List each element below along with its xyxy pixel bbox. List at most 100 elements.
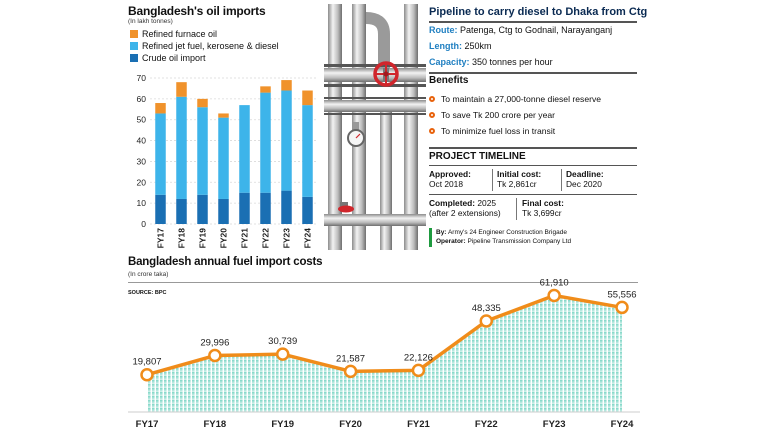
bar-segment: [155, 113, 166, 195]
completed-note: (after 2 extensions): [429, 208, 501, 218]
bar-segment: [218, 117, 229, 199]
bar-segment: [218, 198, 229, 224]
oil-chart-legend: Refined furnace oil Refined jet fuel, ke…: [130, 28, 279, 64]
legend-swatch: [130, 30, 138, 38]
y-tick-label: 20: [137, 177, 147, 187]
bar-segment: [281, 80, 292, 91]
fuel-chart-source: SOURCE: BPC: [128, 290, 167, 296]
separator: [561, 169, 562, 191]
y-tick-label: 30: [137, 156, 147, 166]
approved-cell: Approved: Oct 2018: [429, 169, 489, 189]
oil-chart-title: Bangladesh's oil imports: [128, 4, 266, 18]
completed-cell: Completed: 2025 (after 2 extensions): [429, 198, 517, 218]
benefit-item: To minimize fuel loss in transit: [429, 124, 601, 137]
y-tick-label: 50: [137, 115, 147, 125]
fuel-chart-title: Bangladesh annual fuel import costs: [128, 256, 323, 268]
bar-segment: [260, 192, 271, 224]
bullet-icon: [429, 95, 435, 102]
data-point: [615, 300, 629, 315]
timeline-title: PROJECT TIMELINE: [429, 151, 526, 162]
y-tick-label: 60: [137, 94, 147, 104]
divider: [429, 147, 637, 149]
legend-item-refined-jet: Refined jet fuel, kerosene & diesel: [130, 40, 279, 52]
data-point: [208, 348, 222, 363]
separator: [492, 169, 493, 191]
benefit-text: To maintain a 27,000-tonne diesel reserv…: [441, 93, 602, 104]
data-label: 48,335: [472, 303, 501, 314]
final-cost-label: Final cost:: [522, 198, 564, 208]
credits: By: Army's 24 Engineer Construction Brig…: [436, 228, 571, 246]
benefit-text: To minimize fuel loss in transit: [441, 125, 556, 136]
data-point: [275, 347, 290, 361]
initial-cost-cell: Initial cost: Tk 2,861cr: [497, 169, 563, 189]
benefit-text: To save Tk 200 crore per year: [441, 109, 556, 120]
x-tick-label: FY17: [136, 419, 159, 430]
x-tick-label: FY20: [339, 419, 362, 430]
final-cost-value: Tk 3,699cr: [522, 208, 562, 218]
by-row: By: Army's 24 Engineer Construction Brig…: [436, 228, 571, 237]
series-line: [146, 293, 623, 377]
credit-accent-bar: [429, 228, 432, 247]
x-tick-label: FY20: [219, 228, 229, 249]
bar-segment: [155, 194, 166, 224]
area-fill: [147, 295, 622, 412]
completed-label: Completed:: [429, 198, 476, 208]
bar-segment: [197, 107, 208, 195]
divider: [429, 21, 637, 23]
route-label: Route:: [429, 25, 458, 35]
bar-segment: [239, 192, 250, 224]
data-label: 21,587: [336, 353, 365, 364]
bar-segment: [176, 82, 187, 97]
x-tick-label: FY17: [156, 228, 166, 249]
separator: [516, 198, 517, 220]
data-label: 61,910: [540, 277, 569, 288]
data-label: 30,739: [268, 336, 297, 347]
legend-label: Crude oil import: [142, 53, 206, 63]
benefit-item: To save Tk 200 crore per year: [429, 108, 601, 121]
capacity-row: Capacity: 350 tonnes per hour: [429, 57, 553, 67]
bar-segment: [197, 194, 208, 224]
x-tick-label: FY24: [303, 228, 313, 249]
length-value: 250km: [464, 41, 492, 51]
operator-label: Operator:: [436, 238, 466, 245]
bar-segment: [302, 105, 313, 197]
data-label: 55,556: [607, 289, 636, 300]
pipeline-title: Pipeline to carry diesel to Dhaka from C…: [429, 6, 648, 18]
length-label: Length:: [429, 41, 462, 51]
initial-cost-value: Tk 2,861cr: [497, 179, 537, 189]
capacity-label: Capacity:: [429, 57, 470, 67]
bar-segment: [260, 86, 271, 93]
pipeline-illustration: [324, 4, 426, 250]
bar-segment: [176, 96, 187, 199]
deadline-label: Deadline:: [566, 169, 604, 179]
x-tick-label: FY21: [240, 228, 250, 249]
data-label: 29,996: [200, 338, 229, 349]
y-tick-label: 40: [137, 136, 147, 146]
x-tick-label: FY21: [407, 419, 430, 430]
bar-segment: [302, 90, 313, 106]
bar-segment: [176, 198, 187, 224]
bar-segment: [239, 105, 250, 193]
divider: [429, 165, 637, 166]
small-valve-icon: [338, 202, 354, 213]
y-tick-label: 10: [137, 198, 147, 208]
benefits-list: To maintain a 27,000-tonne diesel reserv…: [429, 92, 601, 137]
legend-item-crude: Crude oil import: [130, 52, 279, 64]
legend-swatch: [130, 54, 138, 62]
data-point: [547, 288, 561, 303]
x-tick-label: FY18: [203, 419, 226, 430]
benefits-title: Benefits: [429, 75, 469, 86]
legend-swatch: [130, 42, 138, 50]
data-point: [479, 314, 494, 328]
deadline-value: Dec 2020: [566, 179, 602, 189]
x-tick-label: FY23: [543, 419, 566, 430]
divider: [429, 72, 637, 74]
approved-label: Approved:: [429, 169, 471, 179]
bullet-icon: [429, 127, 435, 134]
data-point: [343, 364, 358, 379]
x-tick-label: FY19: [198, 228, 208, 249]
valve-wheel-icon: [373, 61, 399, 87]
legend-label: Refined furnace oil: [142, 29, 218, 39]
initial-cost-label: Initial cost:: [497, 169, 542, 179]
data-label: 22,126: [404, 352, 433, 363]
